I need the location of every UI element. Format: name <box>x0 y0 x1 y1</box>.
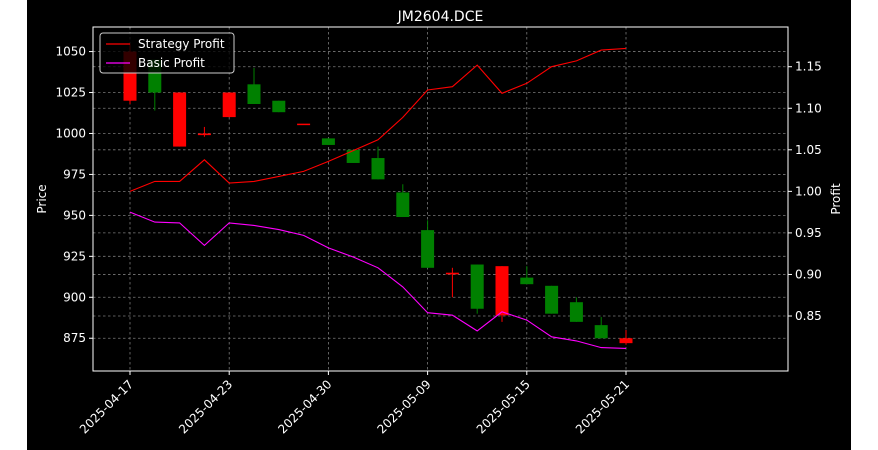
x-tick-label: 2025-05-09 <box>375 377 434 436</box>
candle <box>495 266 509 322</box>
candle <box>545 285 559 314</box>
x-axis: 2025-04-17 2025-04-23 2025-04-30 2025-05-09… <box>77 371 632 436</box>
candle <box>297 123 311 126</box>
candle-body <box>222 92 236 118</box>
candle <box>396 184 410 218</box>
candle <box>470 264 484 314</box>
y-axis-label-left: Price <box>35 184 49 213</box>
candle <box>321 138 335 145</box>
candle-body <box>619 338 633 344</box>
right-tick-label: 1.10 <box>795 101 822 115</box>
candle-body <box>594 325 608 339</box>
candle <box>247 67 261 104</box>
right-tick-label: 1.00 <box>795 184 822 198</box>
left-tick-label: 900 <box>63 290 86 304</box>
y-axis-label-right: Profit <box>829 183 843 215</box>
candle <box>569 297 583 322</box>
candle-body <box>297 123 311 126</box>
right-tick-label: 0.95 <box>795 226 822 240</box>
candle-body <box>569 302 583 322</box>
candle-body <box>545 285 559 314</box>
right-tick-label: 0.85 <box>795 309 822 323</box>
left-tick-label: 950 <box>63 208 86 222</box>
figure-background <box>27 0 851 450</box>
candle-body <box>421 230 435 268</box>
strategy-profit-line <box>129 47 627 192</box>
candle-body <box>173 92 187 147</box>
left-tick-label: 1025 <box>55 86 86 100</box>
left-tick-label: 925 <box>63 249 86 263</box>
candle <box>520 266 534 285</box>
basic-profit-line <box>129 211 627 349</box>
candle <box>346 149 360 163</box>
candle-body <box>445 272 459 275</box>
left-tick-label: 875 <box>63 331 86 345</box>
candle-body <box>197 133 211 136</box>
candle <box>619 330 633 345</box>
legend: Strategy Profit Basic Profit <box>99 32 235 74</box>
candle <box>445 267 459 298</box>
x-tick-label: 2025-04-30 <box>275 377 334 436</box>
candle <box>371 146 385 180</box>
candle-body <box>272 100 286 113</box>
candle <box>173 92 187 147</box>
right-tick-label: 1.05 <box>795 143 822 157</box>
left-tick-label: 1000 <box>55 126 86 140</box>
legend-box <box>99 32 235 74</box>
x-tick-label: 2025-04-23 <box>176 377 235 436</box>
candle-body <box>247 84 261 104</box>
candle-body <box>346 149 360 163</box>
candles <box>123 43 633 345</box>
grid-lines <box>93 27 788 371</box>
candle <box>421 220 435 268</box>
left-tick-label: 1050 <box>55 45 86 59</box>
chart-title: JM2604.DCE <box>397 9 484 25</box>
candle-body <box>371 158 385 180</box>
left-axis: 875 900 925 950 975 1000 1025 1050 <box>55 45 93 345</box>
candle <box>272 100 286 113</box>
right-axis: 0.85 0.90 0.95 1.00 1.05 1.10 1.15 <box>788 60 822 323</box>
candle <box>197 126 211 137</box>
candle-body <box>495 266 509 316</box>
plot-frame <box>92 26 789 372</box>
right-tick-label: 1.15 <box>795 60 822 74</box>
candle <box>594 316 608 339</box>
candle-body <box>321 138 335 145</box>
legend-label: Basic Profit <box>138 56 205 70</box>
candle-body <box>470 264 484 309</box>
x-tick-label: 2025-05-21 <box>573 377 632 436</box>
x-tick-label: 2025-04-17 <box>77 377 136 436</box>
candle-body <box>396 192 410 218</box>
x-tick-label: 2025-05-15 <box>474 377 533 436</box>
candle <box>222 92 236 118</box>
legend-label: Strategy Profit <box>138 37 225 51</box>
right-tick-label: 0.90 <box>795 267 822 281</box>
left-tick-label: 975 <box>63 167 86 181</box>
candle-body <box>520 277 534 285</box>
